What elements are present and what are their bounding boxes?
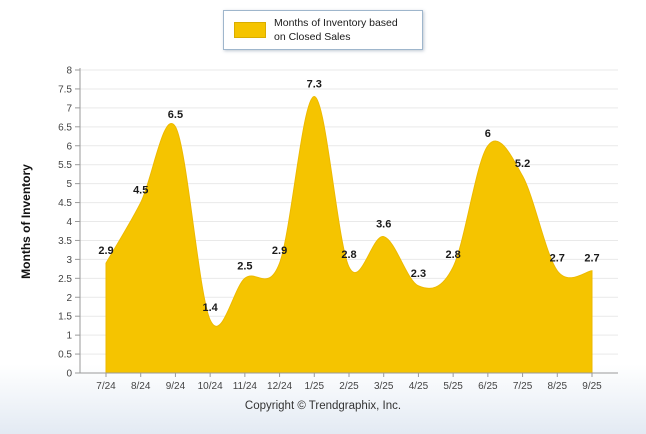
y-tick-label: 5 [66,179,72,190]
value-label: 2.9 [98,245,113,257]
legend-swatch-icon [234,22,266,39]
x-tick-label: 2/25 [339,381,359,392]
area-series [105,96,593,374]
value-label: 6 [485,128,491,140]
value-label: 1.4 [202,302,218,314]
x-tick-label: 9/24 [166,381,186,392]
chart-legend: Months of Inventory based on Closed Sale… [223,10,423,51]
copyright-text: Copyright © Trendgraphix, Inc. [244,400,402,412]
x-tick-label: 3/25 [374,381,394,392]
x-tick-label: 9/25 [582,381,602,392]
y-tick-label: 3 [66,255,72,266]
y-axis-title: Months of Inventory [19,164,33,279]
value-label: 2.8 [445,249,460,261]
y-tick-label: 5.5 [58,160,72,171]
x-tick-label: 12/24 [267,381,292,392]
x-tick-label: 1/25 [305,381,325,392]
value-label: 2.7 [584,253,599,265]
value-label: 2.8 [341,249,356,261]
y-tick-label: 8 [66,66,72,77]
x-tick-label: 8/24 [131,381,151,392]
value-label: 3.6 [376,219,391,231]
legend-label: Months of Inventory based on Closed Sale… [274,17,398,44]
y-tick-label: 3.5 [58,236,72,247]
y-tick-label: 2 [66,293,72,304]
value-label: 4.5 [133,185,148,197]
x-tick-label: 5/25 [443,381,463,392]
y-tick-label: 1 [66,331,72,342]
y-tick-label: 0.5 [58,350,72,361]
y-tick-label: 2.5 [58,274,72,285]
x-tick-label: 7/25 [513,381,533,392]
value-label: 2.9 [272,245,287,257]
value-label: 2.5 [237,260,252,272]
y-tick-label: 6 [66,141,72,152]
y-tick-label: 4.5 [58,198,72,209]
x-tick-label: 6/25 [478,381,498,392]
x-tick-label: 7/24 [96,381,116,392]
x-tick-label: 10/24 [198,381,223,392]
value-label: 2.7 [550,253,565,265]
y-tick-label: 1.5 [58,312,72,323]
x-tick-label: 4/25 [409,381,429,392]
y-tick-label: 4 [66,217,72,228]
x-tick-label: 11/24 [233,381,258,392]
y-tick-label: 7.5 [58,84,72,95]
value-label: 5.2 [515,158,530,170]
y-tick-label: 0 [66,369,72,380]
value-label: 2.3 [411,268,426,280]
value-label: 7.3 [307,79,322,91]
y-tick-label: 7 [66,103,72,114]
x-tick-label: 8/25 [548,381,568,392]
value-label: 6.5 [168,109,183,121]
y-tick-label: 6.5 [58,122,72,133]
